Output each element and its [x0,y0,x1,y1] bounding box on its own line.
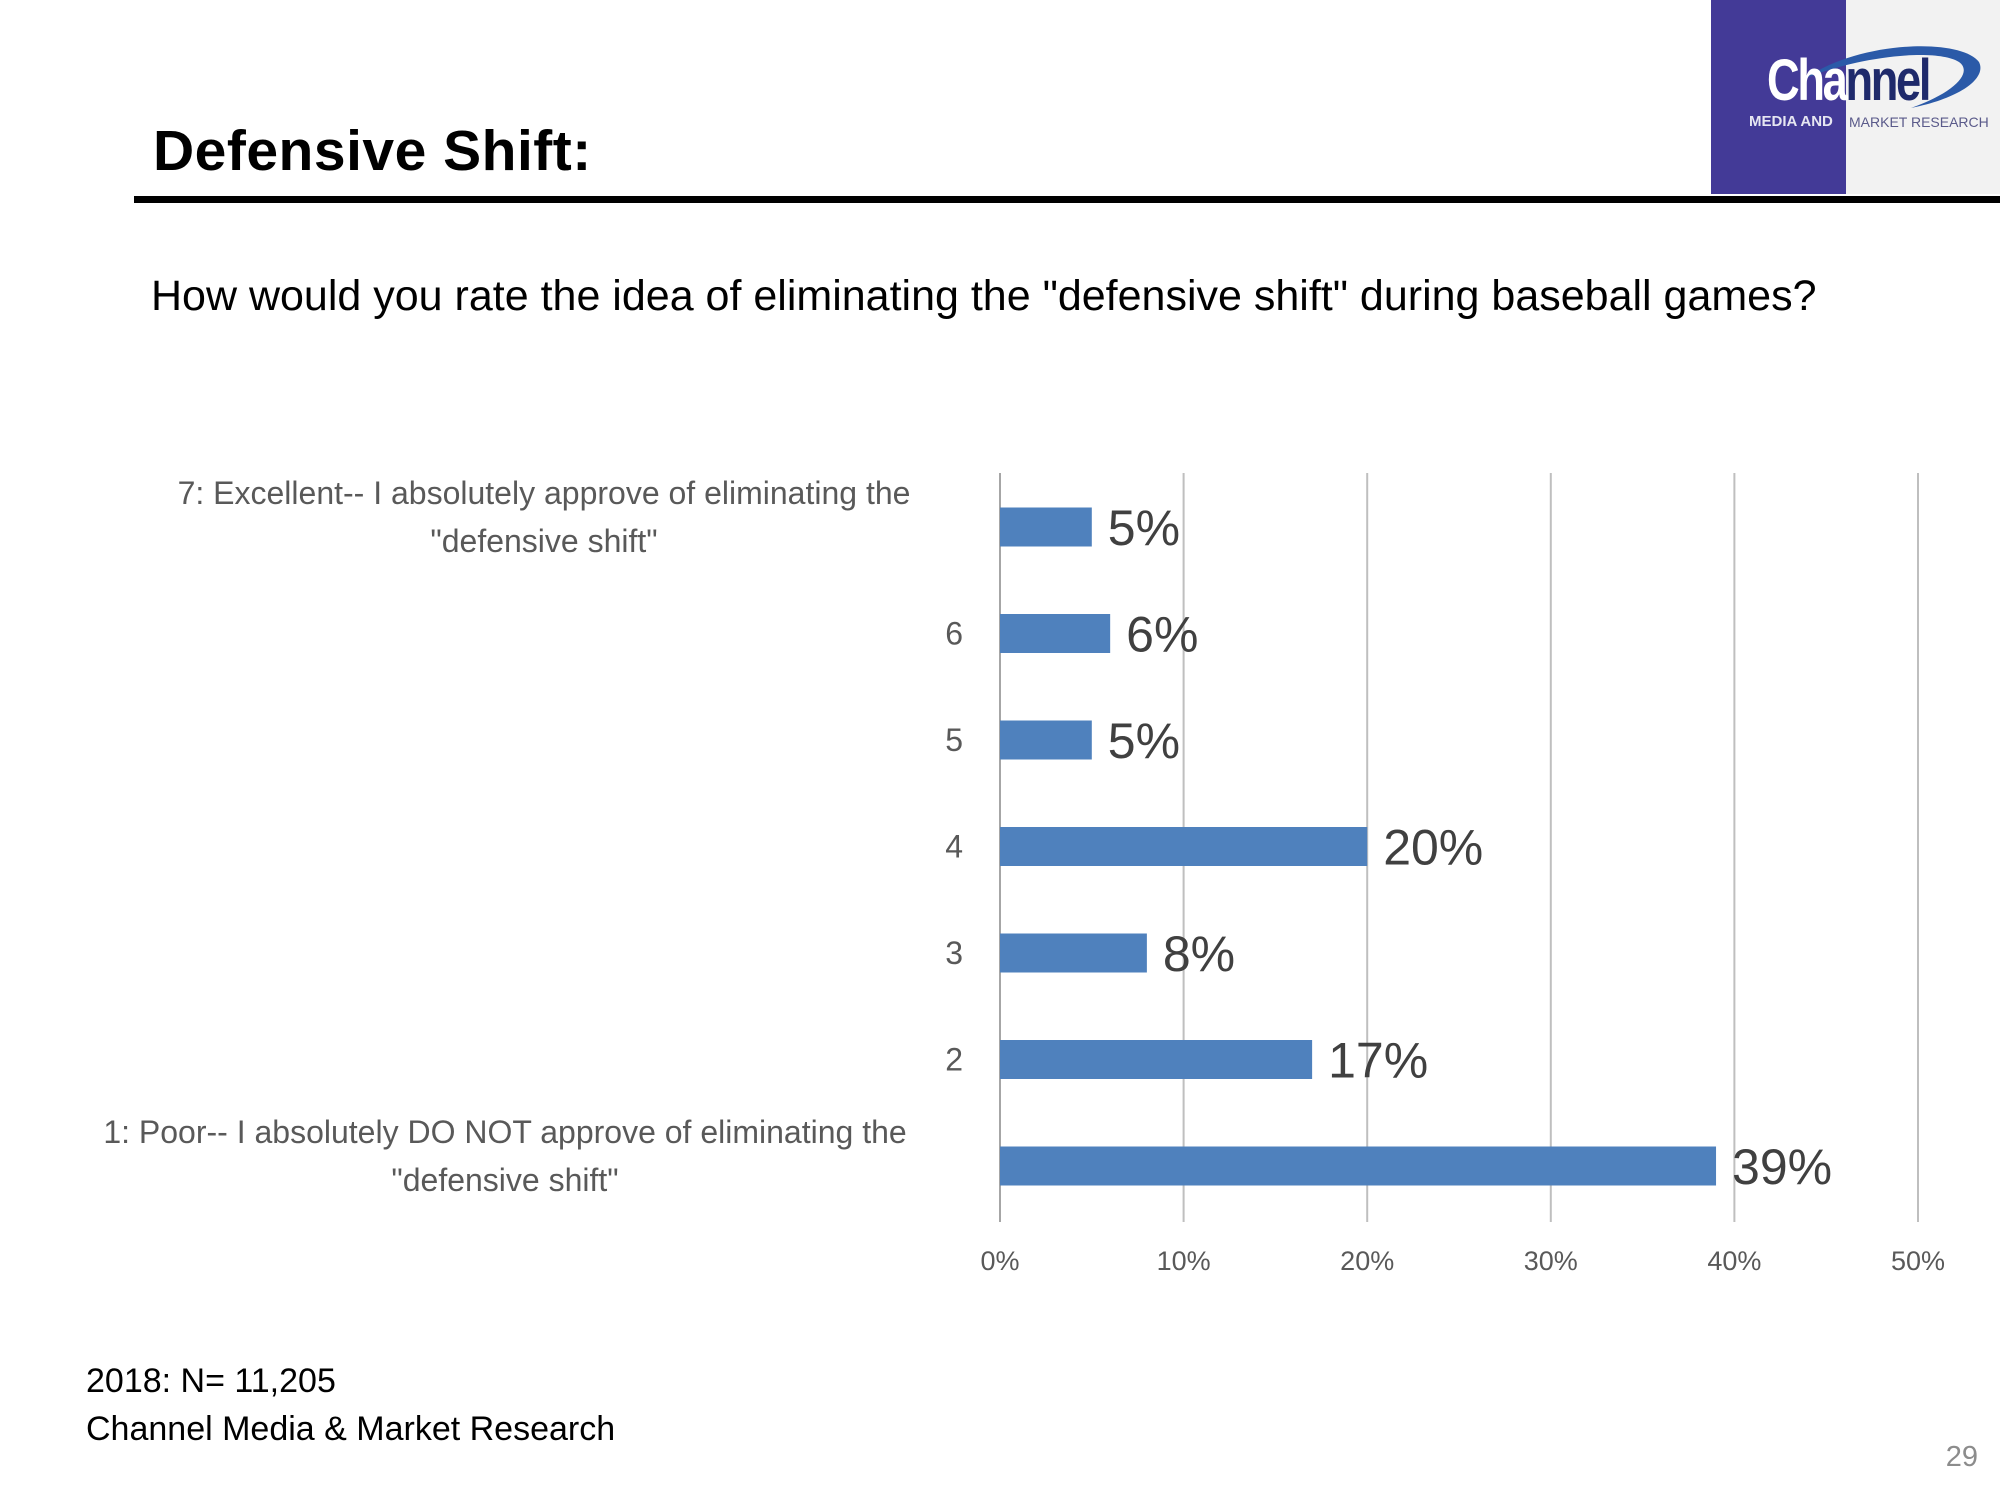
category-label-5: 3 [945,935,963,971]
x-tick-label-40: 40% [1707,1246,1761,1276]
category-label-1: 7: Excellent-- I absolutely approve of e… [178,475,911,559]
category-label-2: 6 [945,616,963,652]
x-tick-label-30: 30% [1524,1246,1578,1276]
logo-word-first: Cha [1767,48,1848,113]
bars [1000,507,1717,1186]
value-label-6: 17% [1328,1033,1428,1089]
survey-question: How would you rate the idea of eliminati… [151,272,1817,320]
category-label-3: 5 [945,722,963,758]
category-label-6: 2 [945,1042,963,1078]
value-label-2: 6% [1126,607,1198,663]
channel-logo: Channel MEDIA AND MARKET RESEARCH [1711,0,2000,194]
category-label-7-line-2: "defensive shift" [391,1162,618,1198]
bar-1 [1000,507,1092,547]
category-label-7-line-1: 1: Poor-- I absolutely DO NOT approve of… [103,1114,906,1150]
x-tick-label-0: 0% [980,1246,1019,1276]
slide-title: Defensive Shift: [153,119,592,183]
value-label-5: 8% [1163,926,1235,982]
value-label-1: 5% [1108,500,1180,556]
bar-4 [1000,827,1368,866]
logo-word-rest: nnel [1845,48,1931,113]
value-label-3: 5% [1108,713,1180,769]
x-axis-ticks: 0% 10% 20% 30% 40% 50% [980,1246,1945,1276]
x-tick-label-10: 10% [1157,1246,1211,1276]
footnote: 2018: N= 11,205 Channel Media & Market R… [86,1357,615,1453]
x-tick-label-20: 20% [1340,1246,1394,1276]
logo-wordmark: Channel [1767,52,1931,110]
x-tick-label-50: 50% [1891,1246,1945,1276]
value-labels: 5% 6% 5% 20% 8% 17% 39% [1108,500,1832,1195]
logo-swoosh-icon [1806,46,1981,108]
category-label-1-line-1: 7: Excellent-- I absolutely approve of e… [178,475,911,511]
bar-5 [1000,933,1147,973]
page-number: 29 [1945,1441,1978,1473]
category-label-4: 4 [945,829,963,865]
logo-purple-block [1711,0,1846,194]
bar-2 [1000,614,1111,653]
bar-7 [1000,1146,1717,1186]
source-note: Channel Media & Market Research [86,1410,616,1448]
category-label-7: 1: Poor-- I absolutely DO NOT approve of… [103,1114,906,1198]
title-underline [134,196,2000,203]
bar-3 [1000,720,1092,760]
logo-subtitle-right: MARKET RESEARCH [1849,114,1989,130]
category-labels: 7: Excellent-- I absolutely approve of e… [103,475,963,1198]
category-label-1-line-2: "defensive shift" [430,523,657,559]
sample-size: 2018: N= 11,205 [86,1362,336,1400]
bar-6 [1000,1040,1313,1079]
value-label-4: 20% [1383,820,1483,876]
logo-subtitle-left: MEDIA AND [1749,113,1833,130]
value-label-7: 39% [1732,1139,1832,1195]
